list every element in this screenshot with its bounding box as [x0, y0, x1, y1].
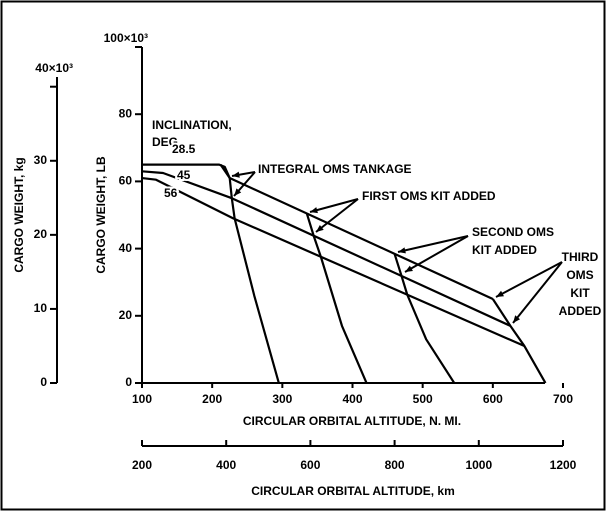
y2-axis-title: CARGO WEIGHT, kg: [12, 157, 26, 272]
arrow-head: [513, 315, 521, 323]
curve: [305, 213, 368, 384]
curve: [393, 253, 456, 384]
annotation: SECOND OMS: [472, 225, 554, 239]
inclination-label: 56: [164, 186, 178, 200]
y2-tick-label: 10: [34, 301, 48, 315]
x2-tick-label: 200: [132, 458, 152, 472]
y-tick-label: 80: [119, 106, 133, 120]
y-tick-label: 20: [119, 308, 133, 322]
curve: [219, 163, 280, 384]
x2-tick-label: 400: [216, 458, 236, 472]
inclination-label: 45: [177, 168, 191, 182]
y-tick-label: 0: [125, 375, 132, 389]
annotation: INTEGRAL OMS TANKAGE: [258, 162, 412, 176]
arrow-head: [234, 188, 242, 196]
arrow-line: [309, 198, 359, 213]
arrow-line: [512, 261, 563, 324]
annotation: OMS: [566, 268, 593, 282]
arrow-line: [495, 261, 563, 298]
arrow-line: [397, 235, 469, 253]
legend-title: INCLINATION,: [152, 118, 232, 132]
x2-tick-label: 800: [385, 458, 405, 472]
y-axis-title: CARGO WEIGHT, LB: [94, 156, 108, 274]
curve: [491, 298, 547, 384]
x2-tick-label: 600: [300, 458, 320, 472]
arrow-head: [232, 171, 240, 178]
legend-title: DEG: [152, 135, 178, 149]
x-tick-label: 700: [553, 392, 573, 406]
x-tick-label: 300: [272, 392, 292, 406]
x2-tick-label: 1200: [550, 458, 577, 472]
arrow-head: [496, 290, 504, 297]
x-tick-label: 500: [413, 392, 433, 406]
y2-tick-label: 20: [34, 227, 48, 241]
y2-tick-label: 40×10³: [35, 61, 73, 75]
x2-axis-title: CIRCULAR ORBITAL ALTITUDE, km: [251, 484, 455, 498]
x-axis-title: CIRCULAR ORBITAL ALTITUDE, N. MI.: [243, 414, 461, 428]
y-tick-label: 100×10³: [104, 31, 148, 45]
curve: [142, 163, 494, 300]
curve: [141, 170, 511, 327]
y-tick-label: 60: [119, 174, 133, 188]
annotation: THIRD: [562, 250, 599, 264]
arrow-head: [310, 207, 318, 214]
arrow-head: [398, 247, 406, 254]
annotation: ADDED: [559, 304, 602, 318]
curve: [141, 176, 525, 348]
annotation: FIRST OMS KIT ADDED: [362, 189, 496, 203]
y-tick-label: 40: [119, 241, 133, 255]
x-tick-label: 400: [342, 392, 362, 406]
annotation: KIT ADDED: [472, 243, 537, 257]
arrow-line: [315, 198, 359, 233]
x-tick-label: 100: [132, 392, 152, 406]
y2-tick-label: 0: [40, 375, 47, 389]
y2-tick-label: 30: [34, 153, 48, 167]
x2-tick-label: 1000: [465, 458, 492, 472]
x-tick-label: 200: [202, 392, 222, 406]
x-tick-label: 600: [483, 392, 503, 406]
inclination-label: 28.5: [172, 142, 196, 156]
arrow-line: [404, 235, 469, 273]
arrow-head: [405, 265, 413, 272]
annotation: KIT: [570, 286, 590, 300]
arrow-head: [316, 224, 324, 232]
